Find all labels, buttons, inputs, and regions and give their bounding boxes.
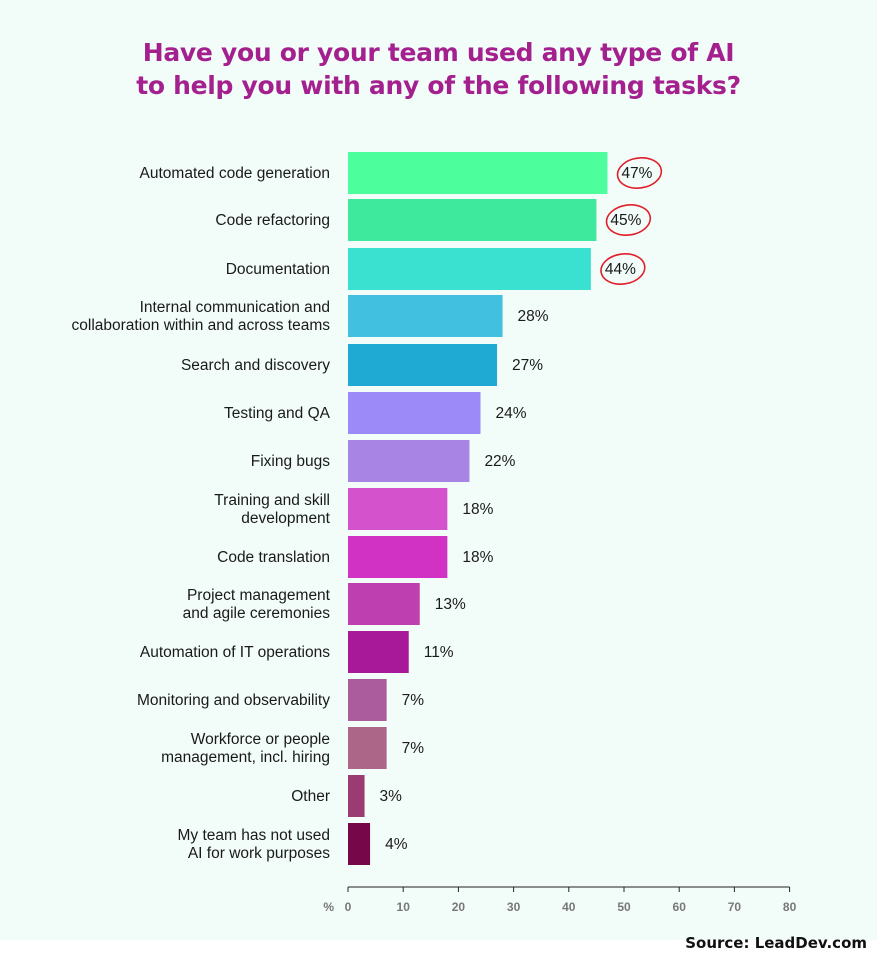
category-label: Code refactoring <box>215 212 330 229</box>
bar <box>348 583 420 625</box>
category-label: Automation of IT operations <box>140 644 330 661</box>
category-label-line: My team has not used <box>178 827 331 844</box>
value-label: 44% <box>605 261 636 278</box>
x-tick-label: 60 <box>673 900 687 914</box>
bar <box>348 488 448 530</box>
bar <box>348 775 365 817</box>
value-label: 22% <box>484 453 515 470</box>
category-label-line: Internal communication and <box>140 299 330 316</box>
bar <box>348 679 387 721</box>
category-label-line: Documentation <box>226 261 330 278</box>
annotation-circle <box>616 157 663 189</box>
category-label: Training and skill development <box>214 492 330 527</box>
bar <box>348 536 448 578</box>
source-credit: Source: LeadDev.com <box>685 934 867 952</box>
category-label-line: Other <box>291 788 330 805</box>
category-label-line: Search and discovery <box>181 357 330 374</box>
category-label: Documentation <box>226 261 330 278</box>
category-label: My team has not used AI for work purposes <box>178 827 331 862</box>
category-label-line: Code translation <box>217 549 330 566</box>
x-axis-unit-label: % <box>323 900 334 914</box>
x-tick-label: 30 <box>507 900 521 914</box>
value-label: 24% <box>495 405 526 422</box>
annotation-circle <box>605 204 652 236</box>
bar <box>348 823 371 865</box>
bar <box>348 344 498 386</box>
chart-title-line: to help you with any of the following ta… <box>136 71 741 100</box>
category-label-line: and agile ceremonies <box>183 605 331 622</box>
category-label-line: Project management <box>187 587 331 604</box>
value-label: 28% <box>518 308 549 325</box>
x-tick-label: 70 <box>728 900 742 914</box>
value-label: 18% <box>462 501 493 518</box>
value-label: 27% <box>512 357 543 374</box>
category-label: Fixing bugs <box>251 453 331 470</box>
category-label-line: Workforce or people <box>191 731 330 748</box>
category-label-line: Training and skill <box>214 492 330 509</box>
category-label: Workforce or people management, incl. hir… <box>161 731 330 766</box>
category-label-line: collaboration within and across teams <box>72 317 331 334</box>
value-label: 47% <box>621 165 652 182</box>
category-label: Testing and QA <box>224 405 331 422</box>
bar <box>348 199 597 241</box>
category-label: Project management and agile ceremonies <box>183 587 331 622</box>
bar <box>348 727 387 769</box>
x-tick-label: 50 <box>617 900 631 914</box>
x-tick-label: 40 <box>562 900 576 914</box>
value-label: 18% <box>462 549 493 566</box>
value-label: 13% <box>435 596 466 613</box>
annotation-circle <box>600 253 646 285</box>
value-label: 3% <box>380 788 403 805</box>
category-label: Monitoring and observability <box>137 692 330 709</box>
category-label: Code translation <box>217 549 330 566</box>
category-label-line: development <box>241 510 330 527</box>
chart-title-line: Have you or your team used any type of A… <box>142 38 735 67</box>
value-label: 4% <box>385 836 408 853</box>
bar <box>348 152 608 194</box>
bar <box>348 248 591 290</box>
value-label: 7% <box>402 692 425 709</box>
category-label: Search and discovery <box>181 357 330 374</box>
category-label-line: Fixing bugs <box>251 453 331 470</box>
x-tick-label: 80 <box>783 900 797 914</box>
bar <box>348 392 481 434</box>
bar <box>348 295 503 337</box>
category-label: Automated code generation <box>140 165 330 182</box>
category-label: Other <box>291 788 330 805</box>
x-tick-label: 10 <box>397 900 411 914</box>
category-label-line: AI for work purposes <box>188 845 330 862</box>
category-label: Internal communication and collaboration … <box>72 299 331 334</box>
category-label-line: management, incl. hiring <box>161 749 330 766</box>
value-label: 7% <box>402 740 425 757</box>
bar <box>348 440 470 482</box>
x-tick-label: 20 <box>452 900 466 914</box>
category-label-line: Automation of IT operations <box>140 644 330 661</box>
x-tick-label: 0 <box>345 900 352 914</box>
value-label: 45% <box>610 212 641 229</box>
value-label: 11% <box>424 644 454 661</box>
category-label-line: Monitoring and observability <box>137 692 330 709</box>
bar <box>348 631 409 673</box>
category-label-line: Code refactoring <box>215 212 330 229</box>
category-label-line: Testing and QA <box>224 405 331 422</box>
category-label-line: Automated code generation <box>140 165 330 182</box>
chart-title: Have you or your team used any type of A… <box>0 36 877 102</box>
